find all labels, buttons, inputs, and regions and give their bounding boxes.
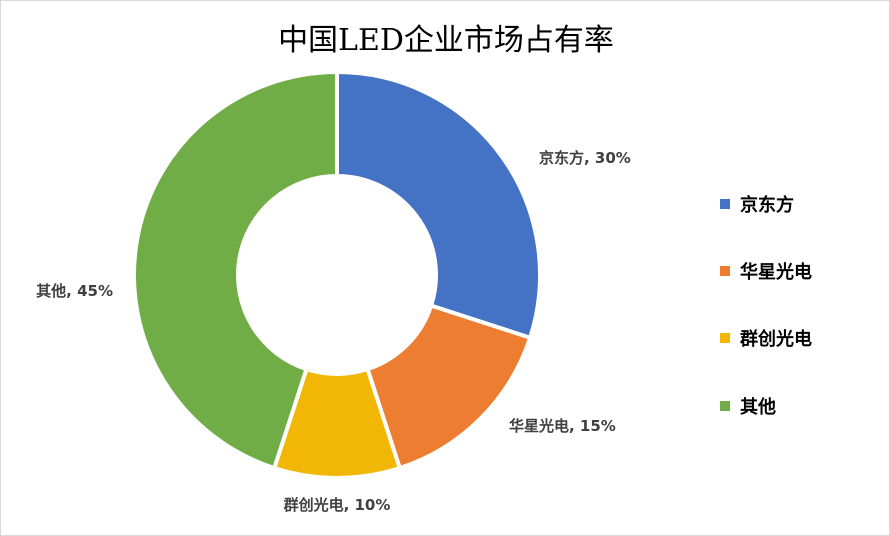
slice-3 (132, 69, 339, 471)
data-label-1: 华星光电, 15% (509, 417, 616, 435)
data-label-0: 京东方, 30% (539, 149, 631, 167)
legend-swatch-0 (720, 199, 730, 209)
legend-label-3: 其他 (740, 396, 776, 418)
data-label-2: 群创光电, 10% (284, 496, 391, 514)
chart-title: 中国LED企业市场占有率 (278, 23, 614, 58)
data-labels-group: 京东方, 30% 华星光电, 15% 群创光电, 10% 其他, 45% (36, 149, 631, 514)
slice-0 (335, 69, 542, 341)
legend-label-0: 京东方 (740, 194, 794, 216)
legend-swatch-2 (720, 333, 730, 343)
legend-label-1: 华星光电 (740, 261, 812, 283)
data-label-3: 其他, 45% (36, 282, 113, 300)
slice-1 (365, 303, 533, 471)
legend-swatch-1 (720, 266, 730, 276)
legend-swatch-3 (720, 401, 730, 411)
legend-label-2: 群创光电 (740, 328, 812, 350)
slices-group (132, 69, 542, 480)
